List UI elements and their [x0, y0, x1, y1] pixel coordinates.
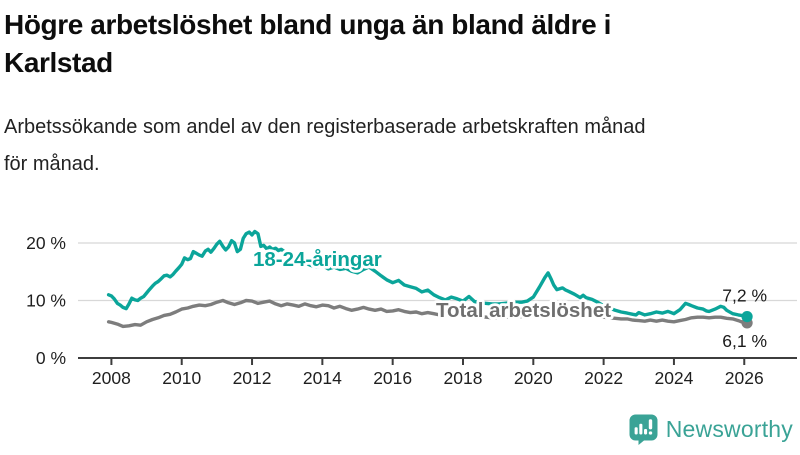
series-label-total: Total arbetslöshet — [436, 299, 611, 322]
title-line-2: Karlstad — [4, 47, 113, 78]
end-value-label: 7,2 % — [722, 286, 767, 306]
x-axis-tick-label: 2022 — [584, 368, 623, 388]
series-end-dot — [741, 311, 753, 323]
series-label-youth: 18-24-åringar — [253, 248, 382, 271]
line-18-24 — [106, 229, 749, 319]
y-axis-tick-label: 0 % — [36, 348, 66, 368]
page-title: Högre arbetslöshet bland unga än bland ä… — [4, 6, 764, 82]
title-line-1: Högre arbetslöshet bland unga än bland ä… — [4, 9, 612, 40]
x-axis-tick-label: 2016 — [373, 368, 412, 388]
chart-subtitle: Arbetssökande som andel av den registerb… — [4, 109, 794, 183]
newsworthy-wordmark: Newsworthy — [665, 415, 793, 442]
x-axis-tick-label: 2012 — [233, 368, 272, 388]
line-total — [106, 298, 749, 329]
subtitle-line-1: Arbetssökande som andel av den registerb… — [4, 116, 646, 138]
end-value-label: 6,1 % — [722, 331, 767, 351]
x-axis-tick-label: 2014 — [303, 368, 342, 388]
x-axis-tick-label: 2020 — [514, 368, 553, 388]
x-axis-tick-label: 2010 — [162, 368, 201, 388]
x-axis-tick-label: 2008 — [92, 368, 131, 388]
bar-chart-speech-bubble-icon — [629, 414, 658, 445]
subtitle-line-2: för månad. — [4, 153, 100, 175]
newsworthy-logo[interactable]: Newsworthy — [629, 413, 793, 445]
x-axis-tick-label: 2024 — [654, 368, 693, 388]
x-axis-tick-label: 2026 — [725, 368, 764, 388]
x-axis-tick-label: 2018 — [444, 368, 483, 388]
y-axis-tick-label: 20 % — [26, 233, 66, 253]
y-axis-tick-label: 10 % — [26, 291, 66, 311]
